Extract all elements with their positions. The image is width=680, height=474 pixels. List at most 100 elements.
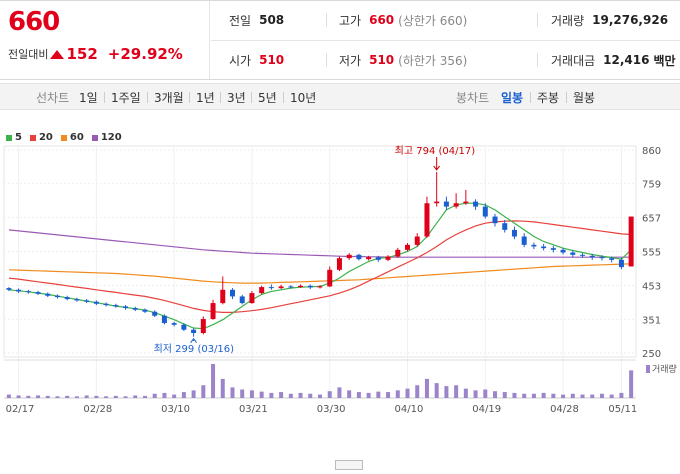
x-tick-label: 03/30 (317, 404, 346, 415)
volume-bar (561, 394, 566, 398)
divider (566, 92, 567, 103)
stat-low-value: 510 (369, 53, 395, 67)
candle-body (424, 203, 430, 237)
stat-amount-unit: 백만 (653, 53, 676, 68)
change-percent: +29.92% (107, 45, 183, 63)
candle-body (541, 246, 547, 249)
stat-open: 시가 510 (229, 41, 284, 79)
divider (537, 13, 538, 27)
volume-bar (629, 370, 634, 398)
candle-body (599, 257, 605, 259)
y-tick-label: 351 (642, 315, 661, 326)
candle-body (103, 303, 109, 306)
volume-bar (249, 390, 254, 398)
volume-bar (123, 396, 128, 398)
tab-daily[interactable]: 일봉 (501, 91, 524, 105)
ma20-line (8, 220, 632, 313)
candle-body (288, 286, 294, 288)
divider (326, 13, 327, 27)
stat-prev: 전일 508 (229, 1, 284, 39)
tab-monthly[interactable]: 월봉 (573, 91, 596, 105)
tab-1d[interactable]: 1일 (79, 91, 98, 105)
stat-volume-value: 19,276,926 (592, 13, 669, 27)
stat-open-label: 시가 (229, 53, 252, 68)
stats-row-2: 시가 510 저가 510 (하한가 356) 거래대금 12,416 백만 (211, 40, 680, 79)
high-arrow-icon (433, 157, 441, 171)
change-label: 전일대비 (8, 48, 49, 61)
tab-1y[interactable]: 1년 (196, 91, 215, 105)
divider (104, 92, 105, 103)
stat-amount: 거래대금 12,416 백만 (551, 41, 676, 79)
volume-bar (395, 390, 400, 398)
volume-bar (279, 392, 284, 398)
candle-body (405, 244, 411, 250)
candle-body (200, 319, 206, 334)
low-arrow-icon (190, 337, 197, 343)
candle-body (6, 288, 12, 290)
y-tick-label: 759 (642, 180, 661, 191)
volume-legend-swatch (646, 365, 650, 373)
candle-body (414, 236, 420, 245)
legend-ma5-label: 5 (15, 132, 22, 143)
x-tick-label: 04/28 (550, 404, 579, 415)
volume-bar (142, 395, 147, 398)
candle-body (453, 203, 459, 207)
candle-body (609, 258, 615, 260)
volume-bar (522, 393, 527, 398)
volume-bar (288, 393, 293, 398)
divider (530, 92, 531, 103)
candle-body (443, 201, 449, 207)
tab-weekly[interactable]: 주봉 (537, 91, 560, 105)
candle-body (229, 289, 235, 297)
volume-bar (580, 394, 585, 398)
volume-bar (424, 378, 429, 398)
volume-bar (570, 393, 575, 398)
volume-bar (259, 391, 264, 398)
candle-body (220, 289, 226, 304)
divider (189, 92, 190, 103)
tab-3m[interactable]: 3개월 (154, 91, 184, 105)
tab-1w[interactable]: 1주일 (111, 91, 141, 105)
candlestick-chart: 860 759 657 555 453 351 250 02/17 02/28 03/10 03/2… (3, 145, 677, 415)
volume-bar (181, 392, 186, 398)
x-tick-label: 03/10 (161, 404, 190, 415)
high-annotation: 최고 794 (04/17) (395, 145, 476, 157)
legend-ma20-label: 20 (38, 132, 53, 143)
volume-bar (609, 394, 614, 398)
legend-ma20: 20 (29, 132, 53, 143)
volume-bar (220, 378, 225, 398)
tab-3y[interactable]: 3년 (227, 91, 246, 105)
candle-body (473, 201, 479, 207)
volume-bar (512, 392, 517, 398)
tab-10y[interactable]: 10년 (290, 91, 317, 105)
candle-body (375, 257, 381, 260)
stat-open-value: 510 (259, 53, 285, 67)
change-value: 152 (66, 45, 98, 63)
y-tick-label: 860 (642, 146, 661, 157)
volume-bar (16, 395, 21, 398)
stat-low-sub: (하한가 356) (398, 53, 468, 68)
scroll-handle[interactable] (335, 460, 363, 470)
volume-bar (405, 388, 410, 398)
candle-body (45, 293, 51, 296)
candle-body (181, 324, 187, 330)
volume-bar (454, 385, 459, 398)
x-tick-label: 04/10 (395, 404, 424, 415)
stat-high-value: 660 (369, 13, 395, 27)
volume-bar (483, 389, 488, 398)
ma120-line (8, 229, 632, 258)
candle-body (113, 305, 119, 307)
stat-volume: 거래량 19,276,926 (551, 1, 668, 39)
candle-body (25, 291, 31, 293)
volume-bar (26, 395, 31, 398)
stat-high-label: 고가 (339, 13, 362, 28)
candle-body (385, 256, 391, 260)
tab-5y[interactable]: 5년 (258, 91, 277, 105)
candle-body (35, 292, 41, 294)
volume-bar (172, 394, 177, 398)
candle-body (560, 249, 566, 253)
volume-bar (590, 394, 595, 398)
volume-bar (327, 391, 332, 398)
volume-bar (65, 395, 70, 398)
x-tick-label: 02/28 (83, 404, 112, 415)
